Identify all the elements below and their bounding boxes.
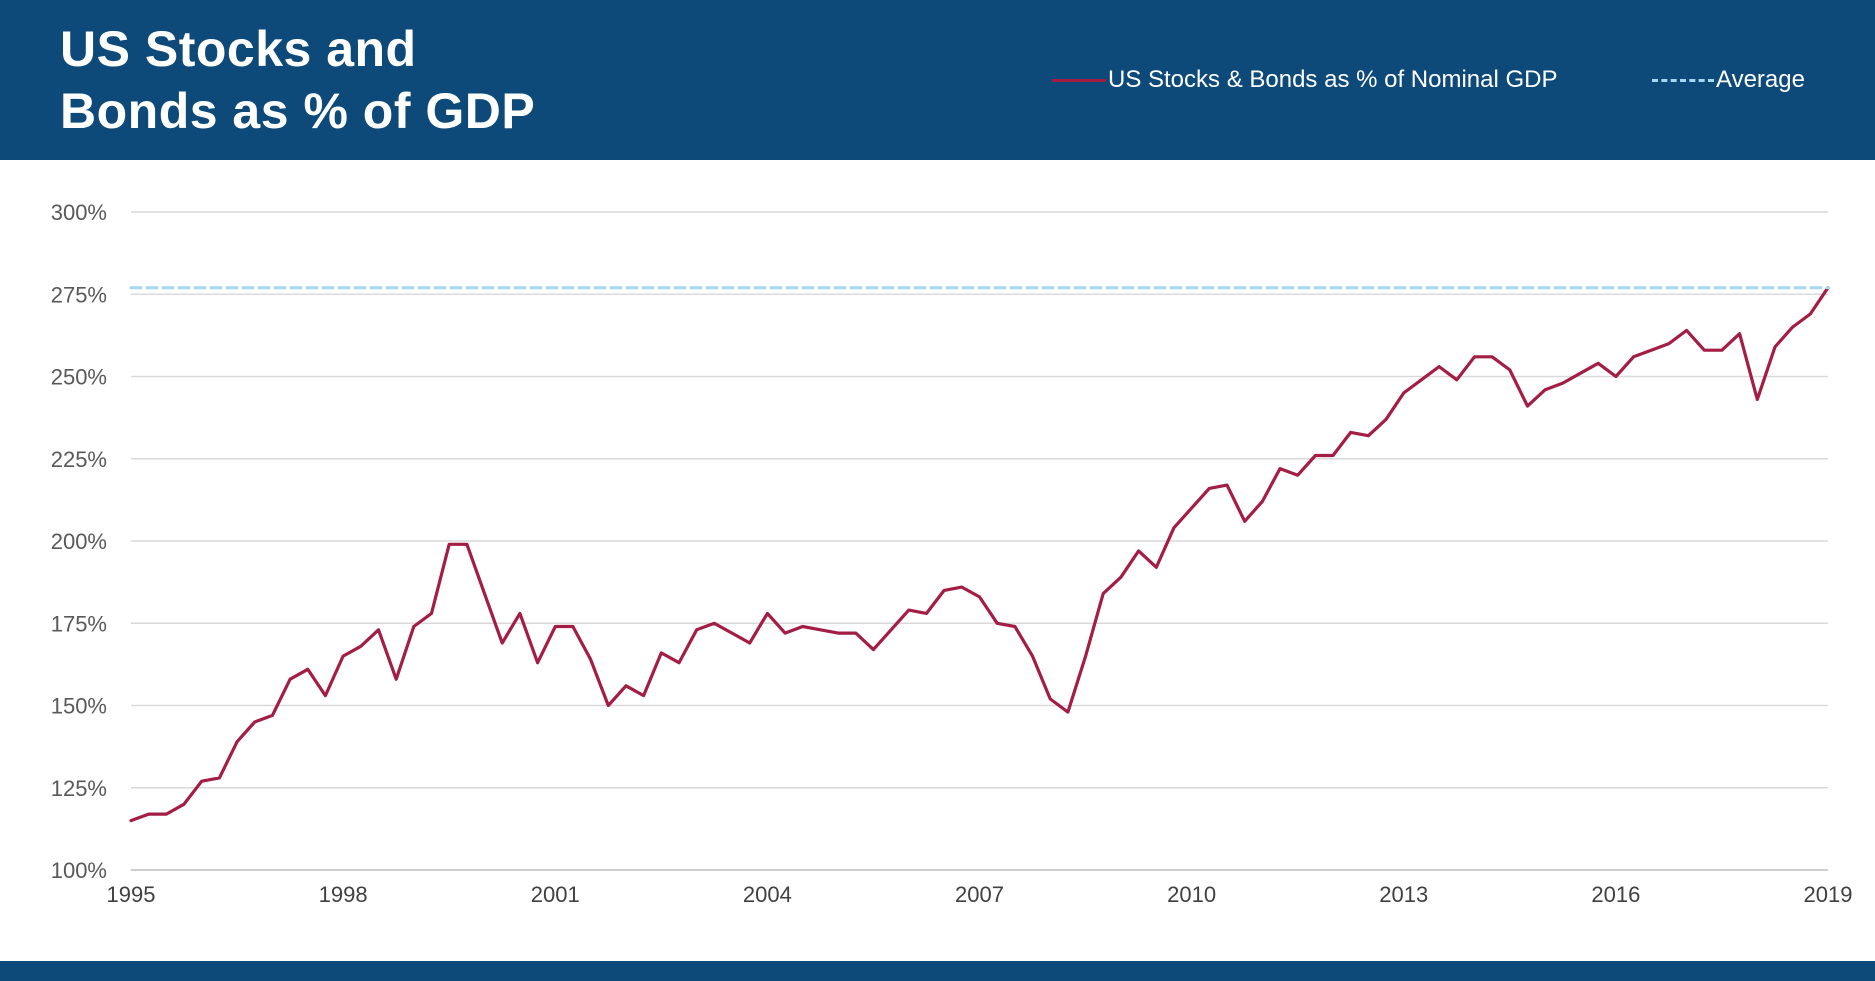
y-tick-label-125: 125% (51, 776, 107, 801)
y-tick-label-225: 225% (51, 447, 107, 472)
footer-bar (0, 961, 1875, 981)
x-tick-label-2016: 2016 (1591, 882, 1640, 907)
legend-item-series: US Stocks & Bonds as % of Nominal GDP (1052, 62, 1558, 98)
x-tick-label-1995: 1995 (107, 882, 156, 907)
x-tick-label-2013: 2013 (1379, 882, 1428, 907)
chart-header: US Stocks and Bonds as % of GDP US Stock… (0, 0, 1875, 160)
x-tick-label-1998: 1998 (319, 882, 368, 907)
legend-label-series: US Stocks & Bonds as % of Nominal GDP (1108, 66, 1558, 93)
chart-title: US Stocks and Bonds as % of GDP (60, 18, 760, 142)
y-tick-label-200: 200% (51, 529, 107, 554)
y-tick-label-275: 275% (51, 282, 107, 307)
legend-swatch-dashed-line (1652, 78, 1714, 82)
x-tick-label-2007: 2007 (955, 882, 1004, 907)
series-line-stocks-bonds (129, 286, 1830, 823)
chart-title-line-2: Bonds as % of GDP (60, 83, 536, 139)
chart-area: 100% 125% 150% 175% 200% 225% 250% 275% 300% 1995… (0, 160, 1875, 960)
chart-title-line-1: US Stocks and (60, 21, 417, 77)
legend-swatch-solid-line (1052, 78, 1106, 82)
x-tick-label-2019: 2019 (1804, 882, 1853, 907)
x-tick-label-2004: 2004 (743, 882, 792, 907)
y-tick-label-175: 175% (51, 611, 107, 636)
x-tick-label-2001: 2001 (531, 882, 580, 907)
y-tick-label-150: 150% (51, 694, 107, 719)
y-tick-label-250: 250% (51, 365, 107, 390)
x-tick-label-2010: 2010 (1167, 882, 1216, 907)
y-tick-label-100: 100% (51, 858, 107, 883)
y-tick-label-300: 300% (51, 200, 107, 225)
line-chart: 100% 125% 150% 175% 200% 225% 250% 275% 300% 1995… (51, 200, 1853, 907)
legend-label-average: Average (1716, 66, 1805, 93)
legend-item-average: Average (1652, 62, 1805, 98)
